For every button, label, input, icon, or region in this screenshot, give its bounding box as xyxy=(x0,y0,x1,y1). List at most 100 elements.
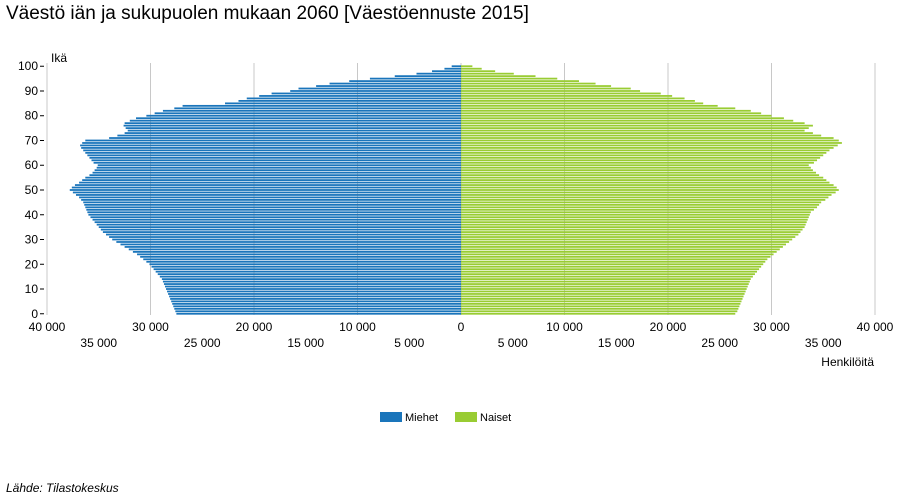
x-axis-ticks-bottom: 35 000 25 000 15 000 5 000 5 000 15 000 25 000… xyxy=(80,336,842,350)
bar-female xyxy=(461,191,836,194)
x-tick-label-top: 30 000 xyxy=(132,320,169,334)
bar-male xyxy=(451,65,461,68)
bar-female xyxy=(461,122,805,125)
bar-male xyxy=(84,203,461,206)
bar-male xyxy=(146,114,462,117)
bar-female xyxy=(461,166,811,169)
bar-male xyxy=(123,124,461,127)
bar-female xyxy=(461,241,790,243)
bar-male xyxy=(120,243,462,246)
bar-female xyxy=(461,179,827,181)
bar-male xyxy=(154,112,461,115)
bar-male xyxy=(136,117,461,120)
bar-female xyxy=(461,231,801,233)
bar-male xyxy=(80,144,462,147)
bar-male xyxy=(290,90,461,92)
bar-male xyxy=(129,119,462,122)
x-axis-ticks-top: 40 000 30 000 20 000 10 000 0 10 000 20 000 30 … xyxy=(29,320,894,334)
bar-male xyxy=(162,109,462,112)
bar-male xyxy=(153,268,462,271)
bar-male xyxy=(85,139,462,142)
bar-male xyxy=(394,75,461,78)
legend: Miehet Naiset xyxy=(380,412,511,424)
bar-male xyxy=(168,293,461,295)
y-tick-label: 70 xyxy=(25,133,39,147)
bar-female xyxy=(461,273,755,276)
bar-male xyxy=(81,199,461,201)
bar-male xyxy=(349,80,461,82)
bar-male xyxy=(109,137,461,139)
bar-female xyxy=(461,270,758,273)
legend-swatch-naiset xyxy=(455,412,477,422)
bar-male xyxy=(329,82,461,85)
bar-female xyxy=(461,278,751,280)
bar-male xyxy=(124,132,461,134)
bar-male xyxy=(97,164,461,167)
bar-male xyxy=(125,127,461,130)
y-tick-label: 30 xyxy=(25,233,39,247)
bar-male xyxy=(81,147,461,149)
bar-female xyxy=(461,164,809,167)
y-tick-label: 10 xyxy=(25,282,39,296)
x-tick-label-bottom: 5 000 xyxy=(498,336,528,350)
bar-male xyxy=(88,213,462,216)
grid-lines xyxy=(46,63,876,315)
bar-male xyxy=(175,310,461,313)
y-axis-ticks: 0 10 20 30 40 50 60 70 80 90 100 xyxy=(18,59,44,321)
bar-male xyxy=(172,302,462,305)
bar-male xyxy=(298,87,461,90)
bar-female xyxy=(461,302,741,305)
bar-female xyxy=(461,310,738,313)
bar-male xyxy=(98,226,461,229)
bar-female xyxy=(461,181,830,184)
x-tick-label-bottom: 35 000 xyxy=(80,336,117,350)
bar-male xyxy=(96,166,462,169)
bar-female xyxy=(461,218,808,221)
bar-female xyxy=(461,255,771,258)
bar-female xyxy=(461,97,685,100)
bar-female xyxy=(461,206,818,209)
y-tick-label: 60 xyxy=(25,158,39,172)
x-tick-label-top: 10 000 xyxy=(339,320,376,334)
bar-female xyxy=(461,151,827,154)
bar-female xyxy=(461,139,839,142)
bar-male xyxy=(163,283,461,285)
bar-male xyxy=(146,260,462,263)
bar-male xyxy=(102,231,461,233)
x-tick-label-bottom: 15 000 xyxy=(598,336,635,350)
bar-male xyxy=(100,228,461,231)
bar-male xyxy=(85,176,462,179)
x-tick-label-top: 30 000 xyxy=(753,320,790,334)
bar-female xyxy=(461,127,809,130)
y-tick-label: 20 xyxy=(25,257,39,271)
x-tick-label-bottom: 35 000 xyxy=(805,336,842,350)
bar-female xyxy=(461,147,834,149)
bar-male xyxy=(92,218,461,221)
bar-male xyxy=(83,149,461,152)
bar-male xyxy=(316,85,461,87)
bar-female xyxy=(461,124,813,127)
bar-male xyxy=(94,221,462,224)
bar-female xyxy=(461,176,824,179)
bar-female xyxy=(461,149,830,152)
bar-female xyxy=(461,253,774,256)
x-tick-label-bottom: 25 000 xyxy=(184,336,221,350)
bar-female xyxy=(461,80,579,82)
bar-female xyxy=(461,213,810,216)
bar-female xyxy=(461,298,743,300)
bar-female xyxy=(461,285,748,288)
bar-female xyxy=(461,95,673,97)
bar-male xyxy=(143,258,461,261)
bar-male xyxy=(151,265,461,268)
bar-female xyxy=(461,275,753,278)
legend-swatch-miehet xyxy=(380,412,402,422)
bar-female xyxy=(461,201,822,204)
bar-female xyxy=(461,137,834,139)
bar-male xyxy=(137,253,462,256)
bar-female xyxy=(461,280,750,283)
bar-female xyxy=(461,159,818,162)
bar-female xyxy=(461,194,832,196)
bar-female xyxy=(461,216,809,219)
bar-female xyxy=(461,142,842,144)
bar-female xyxy=(461,75,536,78)
